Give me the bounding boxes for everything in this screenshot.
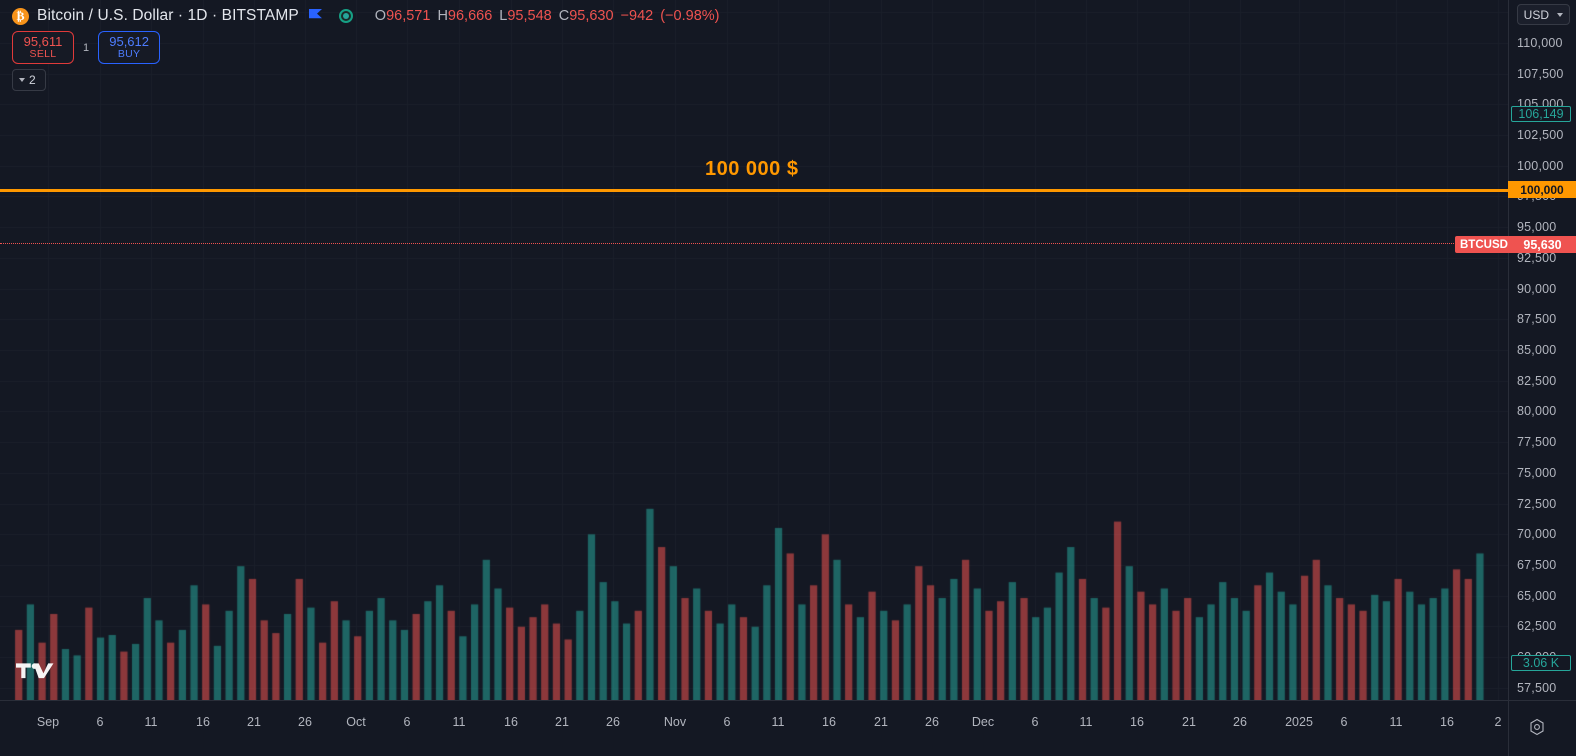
time-axis-tick: Dec [971, 715, 995, 729]
tradingview-logo [16, 663, 54, 692]
price-axis-tick: 72,500 [1517, 496, 1557, 511]
price-axis-tick: 80,000 [1517, 404, 1557, 419]
volume-value-tag[interactable]: 3.06 K [1511, 655, 1571, 671]
series-name-tag: BTCUSD [1455, 236, 1513, 253]
time-axis-tick: Oct [346, 715, 366, 729]
time-axis-tick: 16 [1440, 715, 1454, 729]
axis-corner [1508, 700, 1576, 756]
high-price-tag[interactable]: 106,149 [1511, 106, 1571, 122]
time-axis-tick: 16 [504, 715, 518, 729]
price-level-label: 100 000 $ [705, 158, 799, 180]
price-axis-tick: 95,000 [1517, 220, 1557, 235]
price-axis-tick: 67,500 [1517, 557, 1557, 572]
time-axis-tick: 11 [1389, 715, 1403, 729]
time-axis[interactable]: Sep 6 11 16 21 26 Oct 6 11 16 21 26 Nov 6 11 16 21 26 Dec 6… [0, 700, 1508, 756]
sell-price: 95,611 [23, 34, 63, 50]
time-axis-tick: 6 [96, 715, 104, 729]
time-axis-tick: Sep [36, 715, 60, 729]
sell-button[interactable]: 95,611 SELL [12, 31, 74, 64]
chart-settings-icon[interactable] [1528, 718, 1546, 741]
time-axis-tick: 26 [925, 715, 939, 729]
price-axis-tick: 70,000 [1517, 527, 1557, 542]
price-axis-tick: 110,000 [1517, 35, 1563, 50]
price-axis-tick: 82,500 [1517, 373, 1557, 388]
time-axis-tick: 2 [1494, 715, 1502, 729]
price-axis-tick: 57,500 [1517, 680, 1557, 695]
time-axis-tick: 26 [606, 715, 620, 729]
chevron-down-icon [1557, 12, 1563, 17]
price-axis-tick: 77,500 [1517, 435, 1557, 450]
time-axis-tick: 21 [874, 715, 888, 729]
last-price-tag[interactable]: 95,630 [1509, 236, 1576, 253]
price-axis-tick: 62,500 [1517, 619, 1557, 634]
price-axis-tick: 92,500 [1517, 250, 1557, 265]
buy-button[interactable]: 95,612 BUY [98, 31, 161, 64]
time-axis-tick: 26 [1233, 715, 1247, 729]
time-axis-tick: 11 [452, 715, 466, 729]
time-axis-tick: 16 [196, 715, 210, 729]
price-axis-tick: 75,000 [1517, 465, 1557, 480]
time-axis-tick: 2025 [1285, 715, 1313, 729]
currency-select-value: USD [1523, 7, 1549, 22]
market-status-icon[interactable] [338, 9, 353, 23]
time-axis-tick: 26 [298, 715, 312, 729]
price-axis-tick: 100,000 [1517, 158, 1564, 173]
price-axis-tick: 65,000 [1517, 588, 1557, 603]
time-axis-tick: 6 [1031, 715, 1039, 729]
chevron-down-icon [19, 78, 25, 82]
time-axis-tick: Nov [663, 715, 687, 729]
price-axis-tick: 107,500 [1517, 66, 1564, 81]
price-axis-tick: 90,000 [1517, 281, 1557, 296]
order-panel: 95,611 SELL 1 95,612 BUY [12, 31, 161, 64]
symbol-title[interactable]: Bitcoin / U.S. Dollar · 1D · BITSTAMP [37, 7, 299, 24]
time-axis-tick: 6 [723, 715, 731, 729]
buy-label: BUY [117, 47, 141, 60]
price-axis-tick: 102,500 [1517, 128, 1564, 143]
time-axis-tick: 6 [403, 715, 411, 729]
time-axis-tick: 21 [247, 715, 261, 729]
sell-label: SELL [29, 47, 57, 60]
price-level-tag-100k[interactable]: 100,000 [1508, 181, 1576, 198]
price-axis-tick: 87,500 [1517, 312, 1557, 327]
price-axis[interactable]: 112,500110,000107,500105,000102,500100,0… [1508, 0, 1576, 700]
order-quantity: 1 [83, 41, 90, 54]
last-price-dotted-line [0, 243, 1508, 244]
time-axis-tick: 21 [555, 715, 569, 729]
currency-select[interactable]: USD [1516, 4, 1570, 25]
price-level-line-100k[interactable] [0, 189, 1508, 192]
time-axis-tick: 16 [822, 715, 836, 729]
quantity-select-value: 2 [29, 73, 36, 87]
time-axis-tick: 16 [1130, 715, 1144, 729]
quantity-select[interactable]: 2 [12, 69, 46, 91]
candlestick-series [0, 0, 1508, 700]
buy-price: 95,612 [109, 34, 149, 50]
time-axis-tick: 6 [1340, 715, 1348, 729]
time-axis-tick: 21 [1182, 715, 1196, 729]
time-axis-tick: 11 [771, 715, 785, 729]
time-axis-tick: 11 [144, 715, 158, 729]
time-axis-tick: 11 [1079, 715, 1093, 729]
chart-plot-area[interactable]: 100 000 $ [0, 0, 1508, 700]
quantity-select-row: 2 [12, 69, 46, 91]
price-axis-tick: 85,000 [1517, 343, 1557, 357]
